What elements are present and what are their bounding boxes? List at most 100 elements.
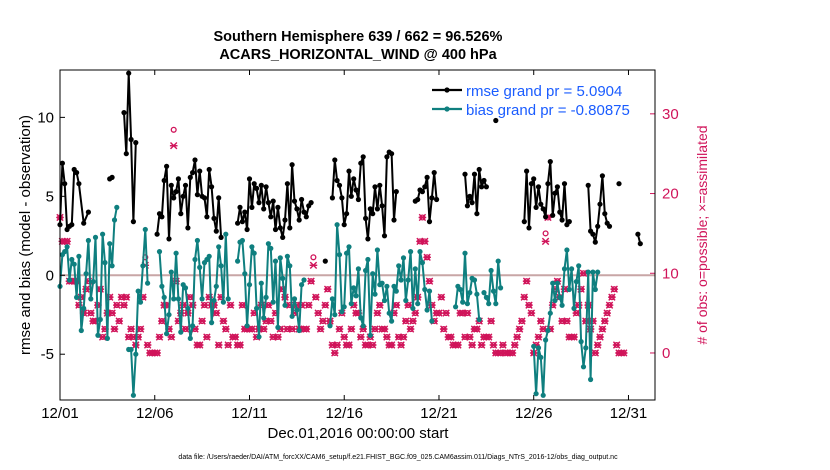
bias-point xyxy=(190,323,196,329)
bias-point xyxy=(453,304,459,310)
bias-point xyxy=(284,253,290,259)
rmse-point xyxy=(635,231,641,237)
x-tick-label: 12/01 xyxy=(41,405,79,422)
bias-point xyxy=(211,297,217,304)
obs-assimilated-marker xyxy=(563,317,571,325)
bias-point xyxy=(287,263,293,269)
obs-assimilated-marker xyxy=(380,325,389,333)
rmse-point xyxy=(393,189,399,195)
obs-assimilated-marker xyxy=(435,309,443,317)
obs-assimilated-marker xyxy=(598,325,607,333)
obs-assimilated-marker xyxy=(409,317,417,325)
x-tick-label: 12/16 xyxy=(325,405,363,422)
bias-point xyxy=(83,271,89,277)
rmse-point xyxy=(256,200,262,206)
obs-assimilated-marker xyxy=(371,325,379,333)
bias-point xyxy=(483,294,489,300)
obs-assimilated-marker xyxy=(468,341,476,349)
bias-point xyxy=(595,269,601,275)
chart-subtitle: ACARS_HORIZONTAL_WIND @ 400 hPa xyxy=(219,47,497,63)
obs-assimilated-marker xyxy=(113,301,121,309)
bias-point xyxy=(346,244,352,250)
obs-assimilated-marker xyxy=(219,317,228,325)
bias-point xyxy=(550,280,556,286)
obs-assimilated-marker xyxy=(319,317,327,325)
obs-assimilated-marker xyxy=(158,317,166,325)
rmse-point xyxy=(265,200,271,206)
rmse-point xyxy=(415,196,421,203)
rmse-point xyxy=(521,219,527,225)
bias-point xyxy=(588,376,594,383)
y-tick-label: 10 xyxy=(37,109,54,126)
x-tick-label: 12/11 xyxy=(231,405,267,422)
obs-assimilated-marker xyxy=(513,333,521,341)
bias-point xyxy=(88,296,94,302)
rmse-point xyxy=(211,215,217,221)
rmse-point xyxy=(244,226,250,233)
obs-assimilated-marker xyxy=(463,309,472,317)
bias-point xyxy=(341,304,347,310)
bias-point xyxy=(244,323,250,329)
rmse-point xyxy=(182,182,189,188)
rmse-point xyxy=(493,117,499,124)
bias-point xyxy=(460,299,466,305)
rmse-point xyxy=(481,177,487,184)
bias-point xyxy=(396,263,402,269)
obs-assimilated-marker xyxy=(596,333,604,341)
rmse-point xyxy=(175,176,181,182)
obs-assimilated-marker xyxy=(439,325,448,333)
rmse-point xyxy=(419,189,425,195)
bias-point xyxy=(566,286,572,293)
rmse-point xyxy=(154,231,160,237)
bias-point xyxy=(209,320,215,326)
rmse-point xyxy=(367,206,373,212)
obs-assimilated-marker xyxy=(169,142,178,150)
obs-assimilated-marker xyxy=(330,349,339,357)
bias-point xyxy=(254,305,260,311)
rmse-point xyxy=(365,236,371,242)
obs-assimilated-marker xyxy=(603,309,611,317)
rmse-point xyxy=(348,193,354,199)
obs-assimilated-marker xyxy=(570,333,578,341)
obs-assimilated-marker xyxy=(226,301,235,309)
rmse-point xyxy=(524,168,530,174)
rmse-point xyxy=(246,176,253,182)
rmse-point xyxy=(370,211,376,217)
bias-point xyxy=(140,263,146,269)
bias-point xyxy=(74,294,80,300)
bias-point xyxy=(353,293,359,299)
rmse-point xyxy=(123,151,129,157)
bias-point xyxy=(235,258,241,264)
bias-point xyxy=(206,253,212,259)
bias-point xyxy=(166,312,172,318)
obs-assimilated-marker xyxy=(399,333,408,341)
obs-assimilated-marker xyxy=(302,325,311,333)
bias-point xyxy=(348,301,354,307)
rmse-point xyxy=(547,159,553,165)
obs-assimilated-marker xyxy=(522,277,531,285)
rmse-point xyxy=(332,157,338,163)
bias-point xyxy=(199,296,205,302)
bias-point xyxy=(296,327,302,334)
rmse-point xyxy=(595,223,601,229)
rmse-point xyxy=(254,185,260,191)
obs-assimilated-marker xyxy=(484,333,493,341)
obs-assimilated-marker xyxy=(195,341,204,349)
bias-point xyxy=(289,313,295,319)
rmse-point xyxy=(178,211,184,217)
obs-assimilated-marker xyxy=(423,253,431,262)
bias-point xyxy=(400,255,407,261)
bias-point xyxy=(358,315,364,321)
bias-point xyxy=(367,332,373,338)
rmse-point xyxy=(206,166,212,173)
bias-point xyxy=(299,282,305,288)
rmse-point xyxy=(133,140,139,146)
rmse-point xyxy=(462,171,468,177)
obs-assimilated-marker xyxy=(333,341,341,349)
rmse-point xyxy=(533,204,539,210)
bias-point xyxy=(97,316,103,323)
bias-point xyxy=(192,256,198,263)
obs-possible-marker xyxy=(170,126,177,133)
bias-point xyxy=(294,307,300,313)
rmse-point xyxy=(554,184,561,190)
